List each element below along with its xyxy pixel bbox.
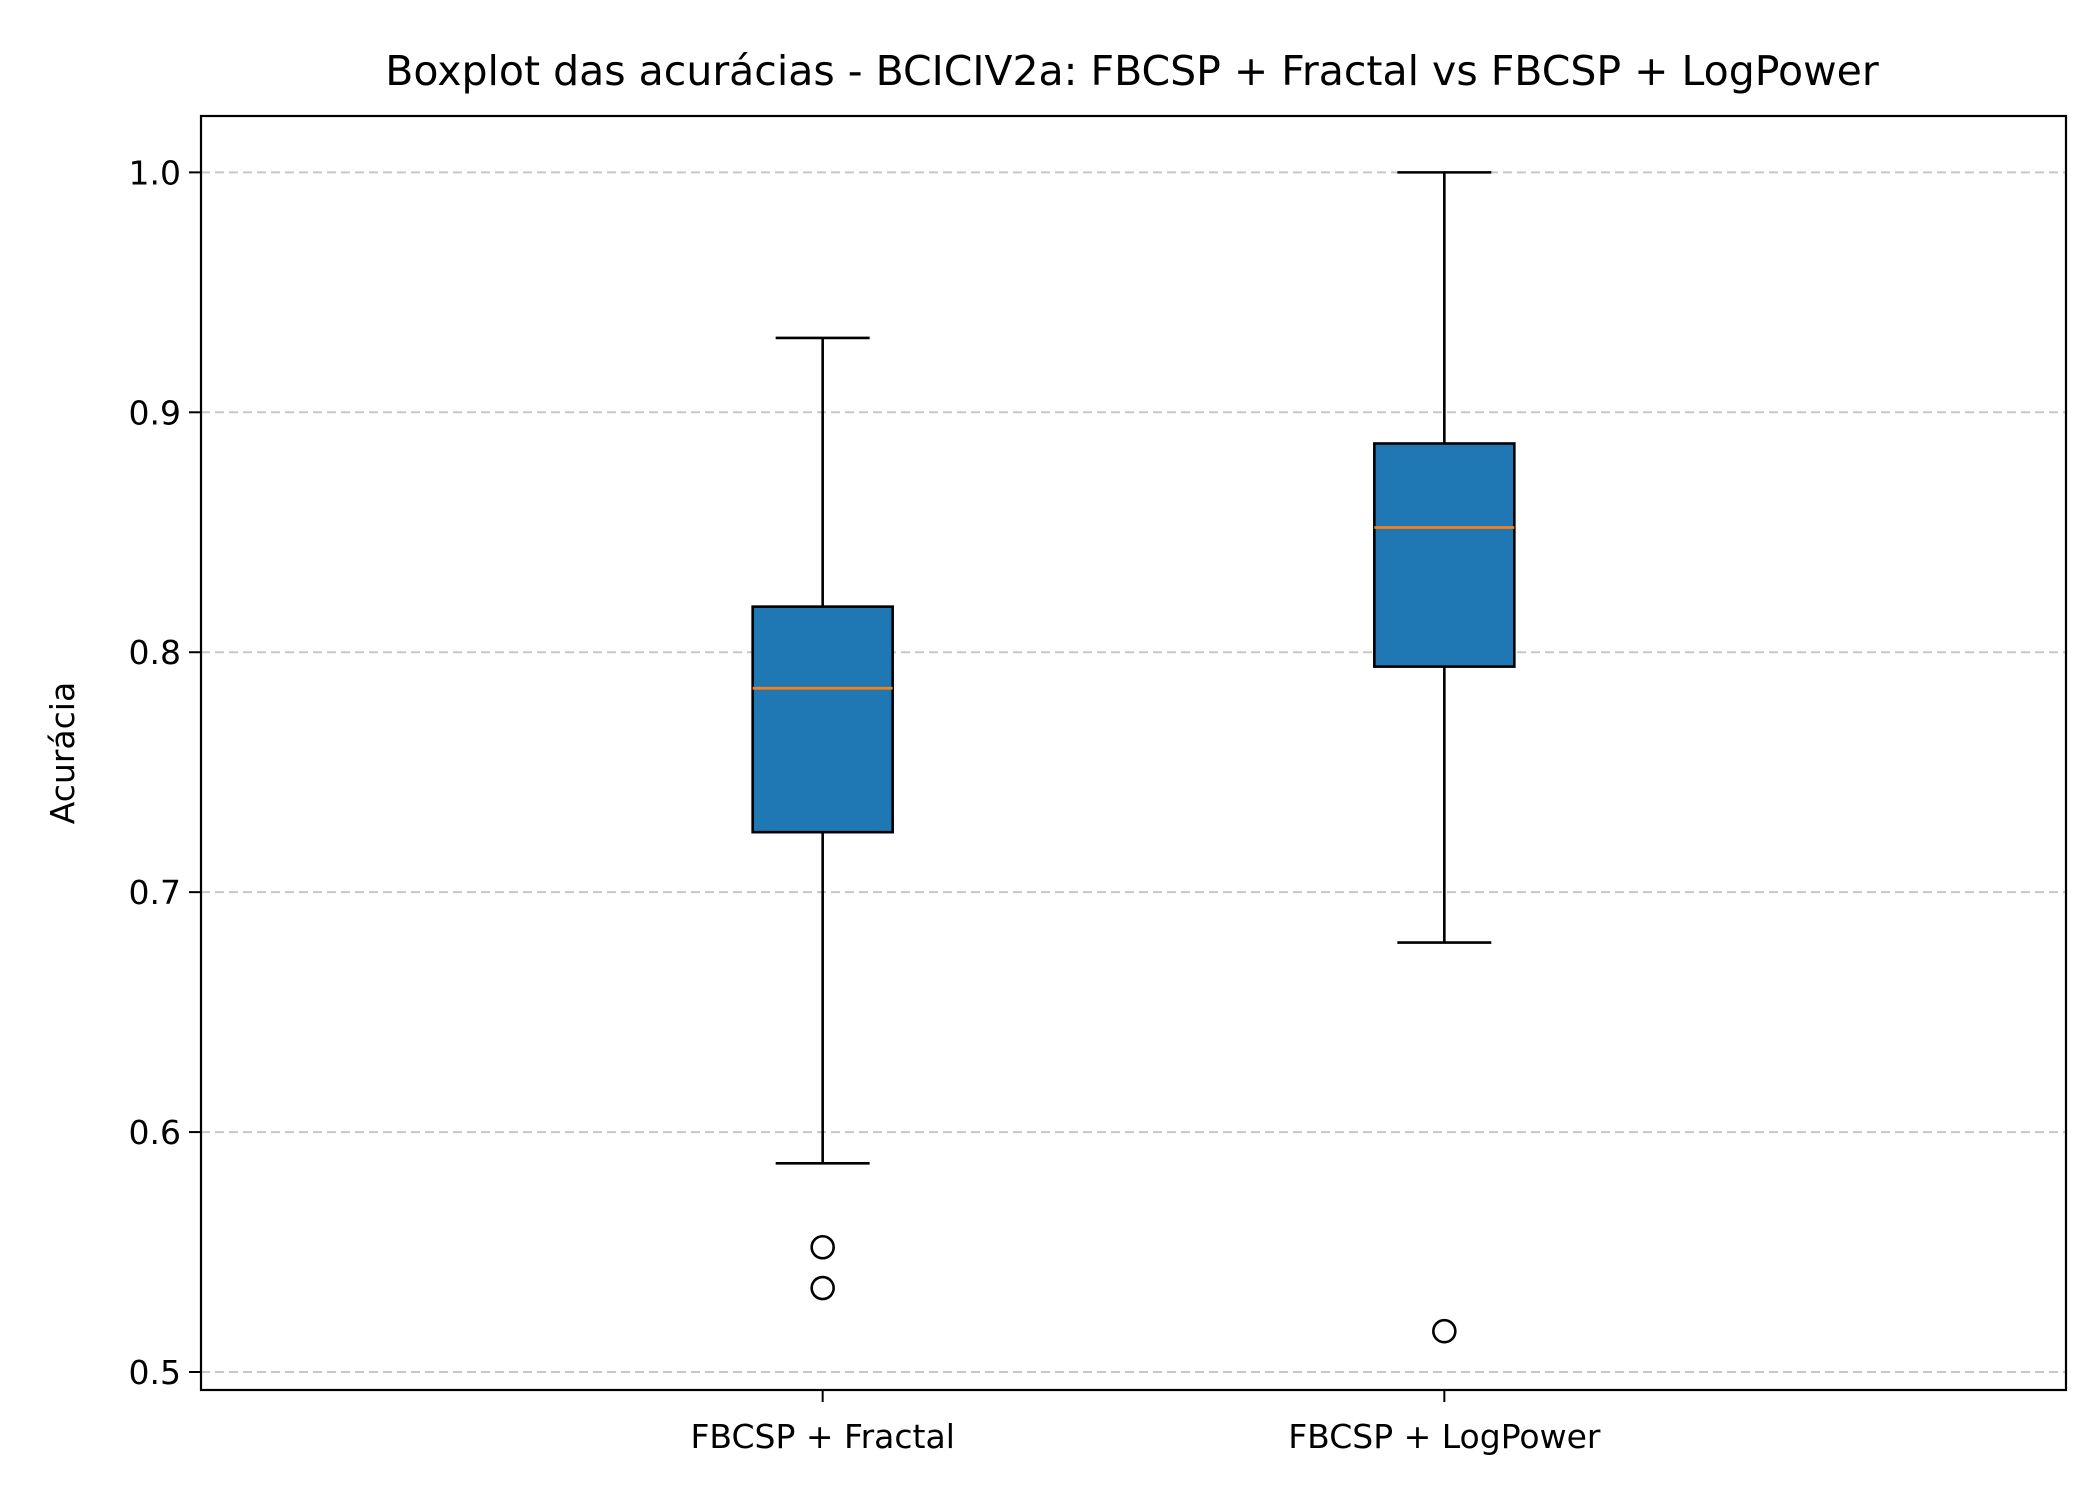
y-tick-label: 0.8 [129,633,181,672]
y-tick-label: 0.5 [129,1353,181,1392]
y-tick-label: 0.9 [129,393,181,432]
x-tick-label: FBCSP + Fractal [690,1417,954,1456]
axes: 0.5 0.6 0.7 0.8 0.9 1.0 FBCSP + Fractal FBCSP +… [129,153,1601,1456]
plot-frame [199,114,2068,1392]
chart-title: Boxplot das acurácias - BCICIV2a: FBCSP … [385,47,1879,95]
y-tick-label: 1.0 [129,153,181,192]
boxes [751,171,1516,1344]
iqr-box [1373,442,1516,668]
outlier-point [810,1234,835,1260]
x-tick-label: FBCSP + LogPower [1288,1417,1601,1456]
outlier-point [1432,1318,1457,1344]
y-tick-label: 0.7 [129,873,181,912]
gridlines [201,171,2066,1374]
y-axis-label: Acurácia [43,682,82,824]
box-group [751,336,894,1301]
outlier-point [810,1275,835,1301]
iqr-box [751,605,894,834]
box-group [1373,171,1516,1344]
y-tick-label: 0.6 [129,1113,181,1152]
